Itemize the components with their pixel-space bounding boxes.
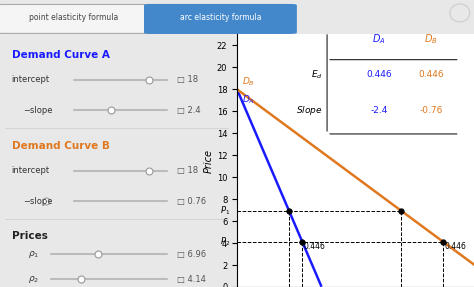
Text: □ 4.14: □ 4.14 <box>176 275 205 284</box>
Text: Prices: Prices <box>11 231 47 241</box>
Text: Demand Curve B: Demand Curve B <box>11 141 109 150</box>
Text: □ 18: □ 18 <box>176 166 198 175</box>
Text: □ 6.96: □ 6.96 <box>176 250 206 259</box>
Text: $P_1$: $P_1$ <box>220 204 230 217</box>
Text: -0.76: -0.76 <box>419 106 443 115</box>
Text: $\rho_2$: $\rho_2$ <box>28 274 39 285</box>
Text: $\rho_1$: $\rho_1$ <box>28 249 39 260</box>
Text: □ 2.4: □ 2.4 <box>176 106 200 115</box>
Text: point elasticity formula: point elasticity formula <box>29 13 118 22</box>
Text: arc elasticity formula: arc elasticity formula <box>180 13 261 22</box>
Text: 0.446: 0.446 <box>445 242 466 251</box>
Text: $E_d$: $E_d$ <box>310 68 322 81</box>
Text: $P_2$: $P_2$ <box>220 235 230 248</box>
Text: intercept: intercept <box>11 166 50 175</box>
Text: 0.446: 0.446 <box>419 70 444 79</box>
Text: $D_B$: $D_B$ <box>242 76 255 88</box>
Text: Demand Curve A: Demand Curve A <box>11 50 109 60</box>
Text: 0.446: 0.446 <box>304 242 326 251</box>
Text: $D_B$: $D_B$ <box>425 32 438 46</box>
Text: □ 0.76: □ 0.76 <box>176 197 206 205</box>
Y-axis label: Price: Price <box>204 149 214 173</box>
Text: 0.446: 0.446 <box>366 70 392 79</box>
Text: −slope: −slope <box>23 197 53 205</box>
Text: $D_A$: $D_A$ <box>373 32 386 46</box>
Text: $D_A$: $D_A$ <box>242 94 255 106</box>
Text: $Slope$: $Slope$ <box>296 104 322 117</box>
FancyBboxPatch shape <box>145 5 296 33</box>
Text: intercept: intercept <box>11 75 50 84</box>
FancyBboxPatch shape <box>0 5 156 33</box>
Text: □ 18: □ 18 <box>176 75 198 84</box>
Text: -2.4: -2.4 <box>371 106 388 115</box>
Text: −slope: −slope <box>23 106 53 115</box>
